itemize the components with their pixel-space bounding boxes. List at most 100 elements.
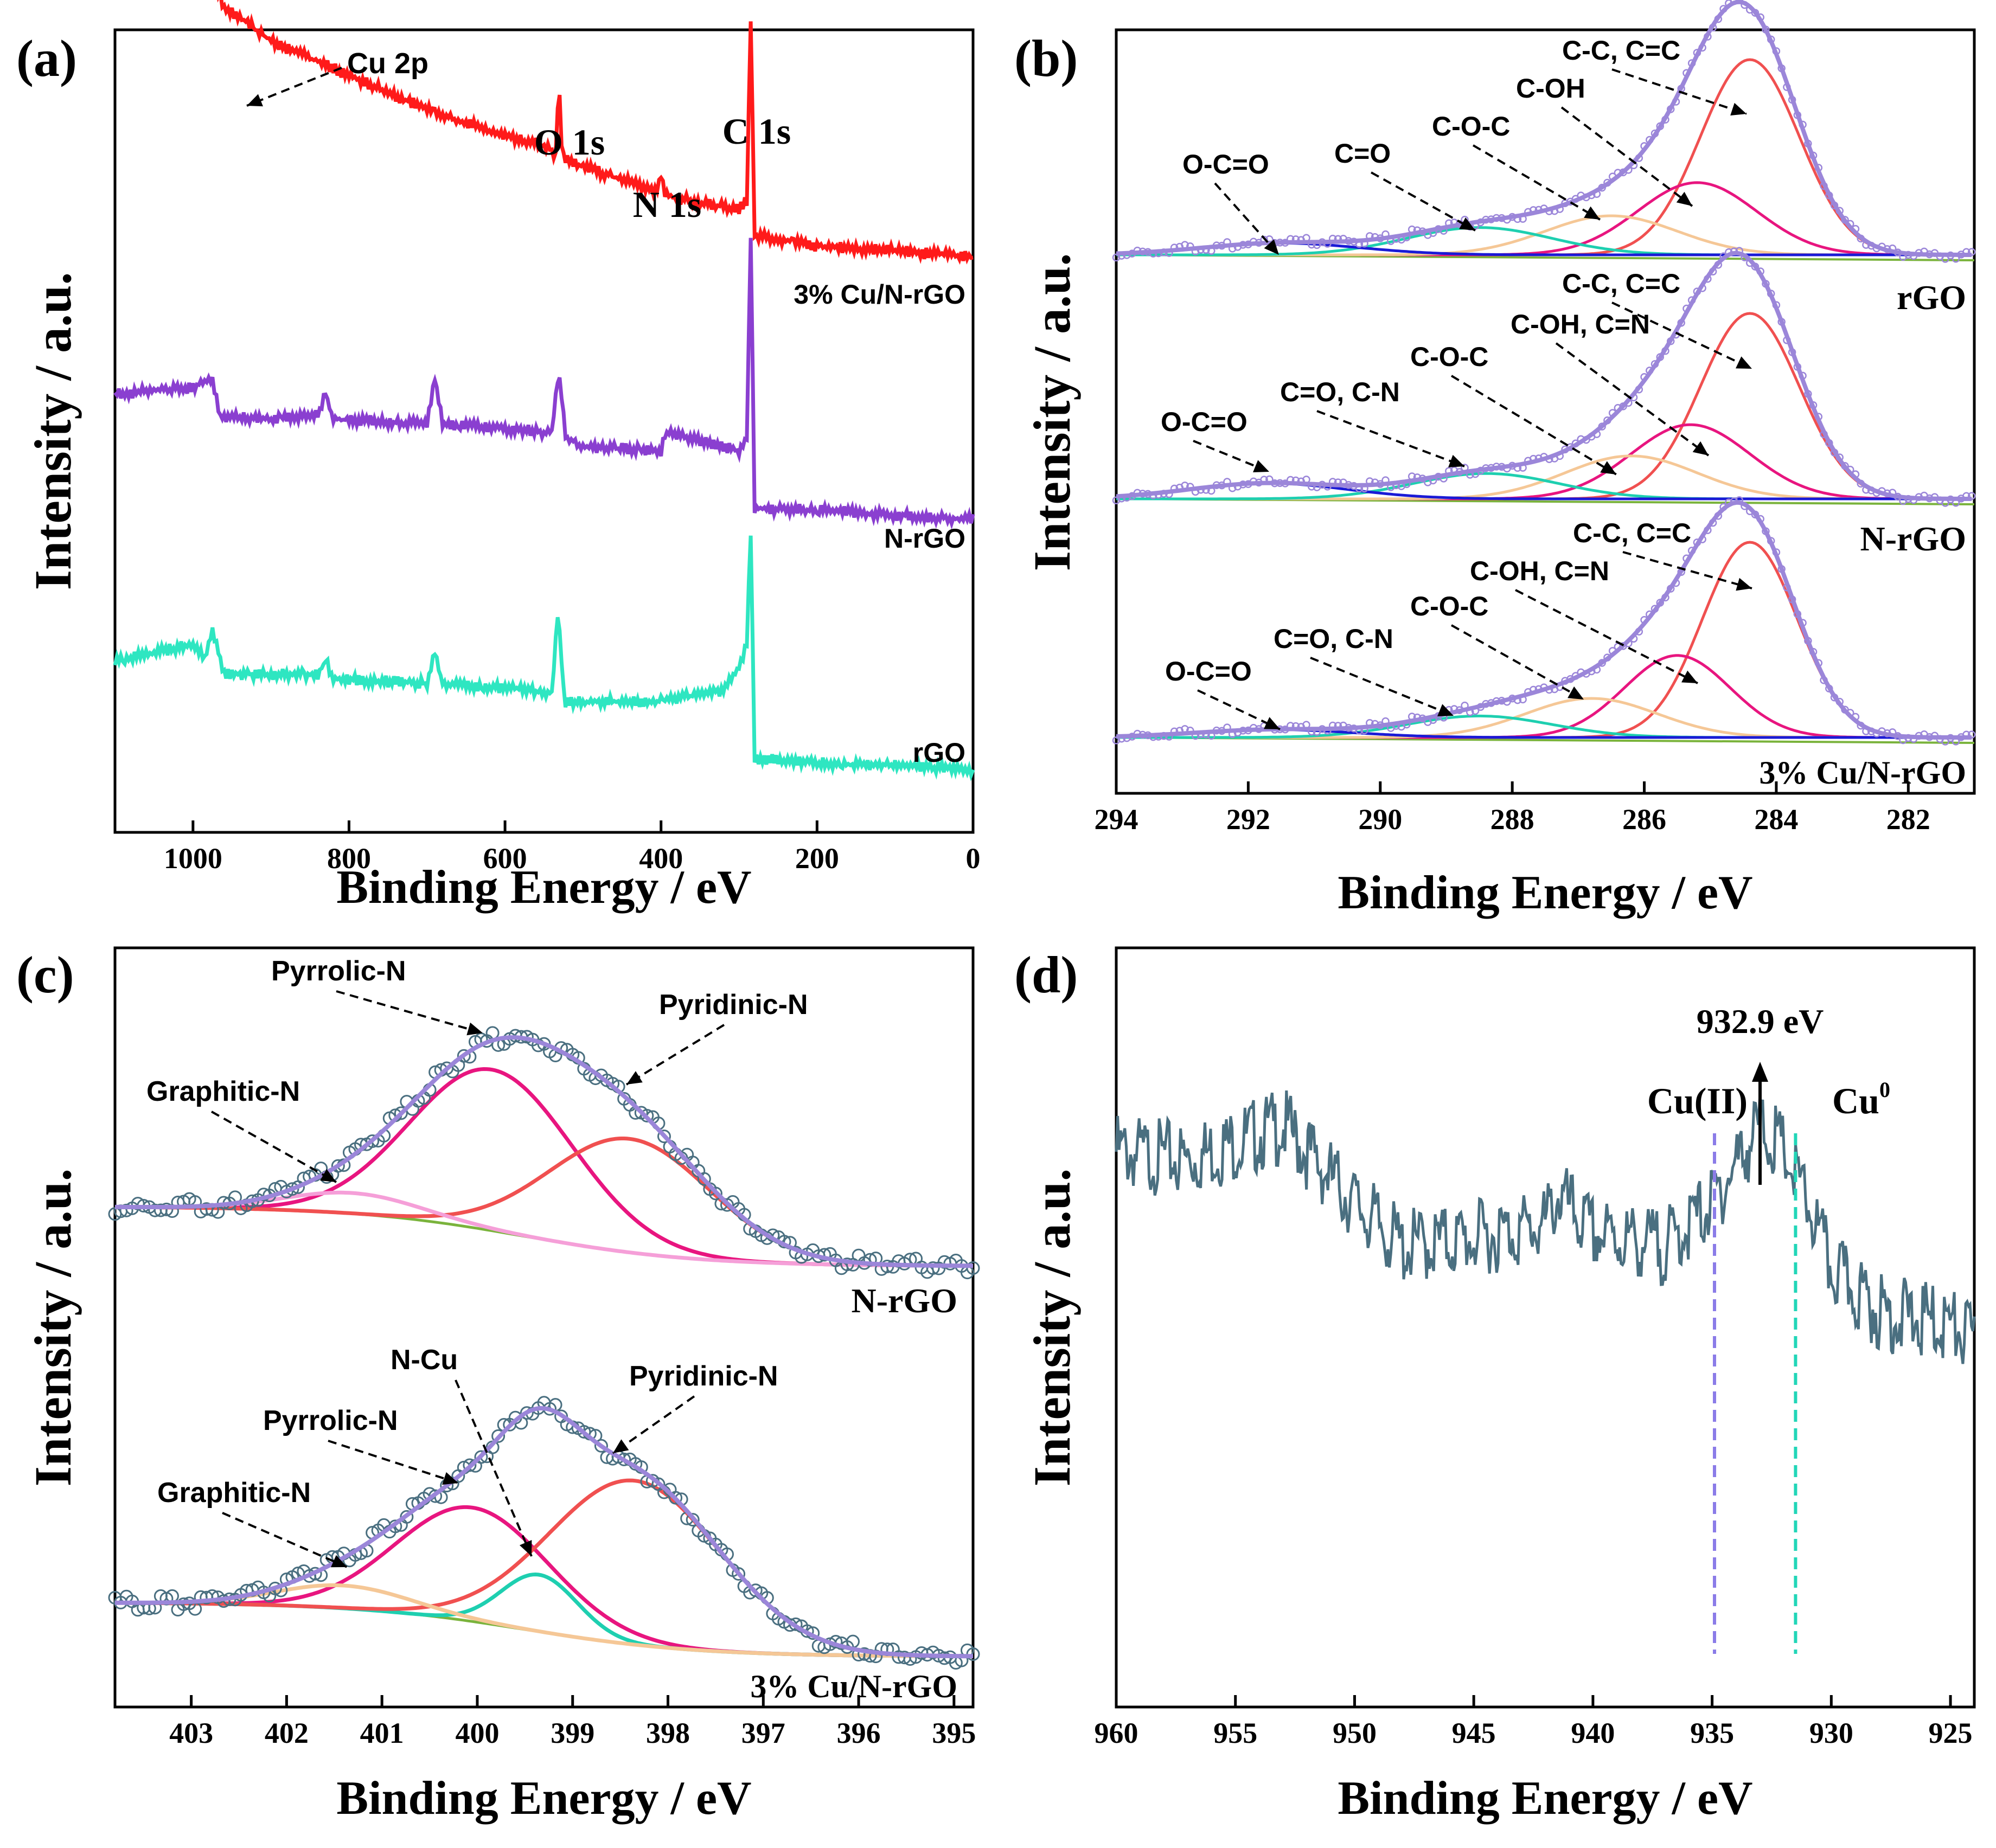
panel-b-arrow-0-4-head: [1264, 239, 1279, 255]
panel-c-arrow-1-3-head: [331, 1555, 347, 1568]
panel-d-peak-annotation: 932.9 eV: [1697, 1002, 1824, 1041]
panel-c-name-curgo: 3% Cu/N-rGO: [750, 1669, 957, 1704]
panel-b-arrow-1-0-line: [1611, 301, 1752, 370]
panel-d-ref-superscript: 0: [1879, 1077, 1890, 1102]
panel-d-letter: (d): [1014, 946, 1078, 1004]
panel-c-arrow-0-0: [336, 990, 483, 1036]
panel-c-marker: [474, 1450, 488, 1464]
panel-c-marker: [400, 1510, 414, 1524]
panel-b-arrow-2-1-head: [1681, 670, 1698, 683]
panel-c-label-0-0: Pyrrolic-N: [271, 955, 406, 987]
panel-c-arrow-1-2: [612, 1395, 695, 1454]
panel-b-name-nrgo: N-rGO: [1860, 519, 1967, 558]
panel-b-label-0-0: C-C, C=C: [1562, 35, 1680, 66]
panel-c-arrow-0-2-line: [211, 1111, 337, 1183]
panel-b-arrow-0-3-line: [1371, 171, 1476, 232]
panel-c-label-1-3: Graphitic-N: [157, 1477, 311, 1509]
panel-b-envelope-2: [1116, 500, 1972, 740]
panel-c-envelope-0: [115, 1035, 974, 1268]
panel-b-arrow-2-0-head: [1736, 578, 1752, 591]
panel-c-marker: [966, 1261, 980, 1275]
panel-a-legend-2: rGO: [913, 737, 965, 768]
panel-a-series-n-rgo: [113, 238, 975, 530]
panel-c-marker: [697, 1172, 711, 1186]
panel-b-xtick-label-6: 282: [1886, 803, 1930, 836]
panel-a-ylabel: Intensity / a.u.: [24, 272, 82, 591]
panel-c-marker: [457, 1049, 471, 1063]
panel-b-arrow-0-2: [1472, 144, 1601, 221]
panel-b-label-0-2: C-O-C: [1432, 111, 1510, 142]
panel-d-ref-label-0: Cu(II): [1647, 1080, 1748, 1121]
panel-c-xtick-label-6: 397: [741, 1717, 785, 1749]
panel-b-arrow-0-1-head: [1676, 191, 1692, 206]
panel-b-arrow-2-4: [1197, 689, 1281, 730]
panel-b-label-2-3: C=O, C-N: [1274, 624, 1393, 654]
panel-c-xlabel: Binding Energy / eV: [336, 1772, 751, 1825]
panel-d-xtick-label-7: 925: [1929, 1717, 1973, 1749]
panel-c-arrow-1-0: [328, 1440, 459, 1485]
panel-c-arrow-0-1-line: [625, 1024, 725, 1086]
panel-d-xtick-label-3: 945: [1452, 1717, 1496, 1749]
panel-a-xtick-label-1: 800: [327, 842, 371, 875]
panel-b-peak-1-0: [1116, 312, 1972, 501]
panel-a-ann-cu2p: Cu 2p: [347, 47, 428, 80]
panel-a-ann-c1s: C 1s: [722, 111, 791, 152]
panel-b-envelope-1: [1116, 251, 1972, 501]
panel-b-arrow-2-0: [1622, 551, 1752, 591]
panel-c-name-nrgo: N-rGO: [852, 1281, 958, 1320]
panel-d-spectrum: [1115, 1090, 1976, 1364]
panel-d-ylabel: Intensity / a.u.: [1023, 1169, 1081, 1487]
panel-c-letter: (c): [16, 946, 74, 1004]
panel-c-xtick-label-0: 403: [169, 1717, 213, 1749]
panel-a-cu2p-arrow-line: [246, 67, 342, 107]
panel-b-arrow-1-0: [1611, 301, 1752, 370]
panel-d-ref-label-1: Cu0: [1832, 1077, 1890, 1121]
panel-c-arrow-1-1-head: [519, 1540, 532, 1556]
panel-c-marker: [594, 1439, 608, 1453]
panel-a-legend-0: 3% Cu/N-rGO: [794, 279, 965, 310]
panel-b-arrow-1-3-head: [1448, 454, 1464, 467]
panel-c-envelope-1: [115, 1406, 973, 1659]
panel-b-xtick-label-3: 288: [1490, 803, 1534, 836]
panel-b-label-1-2: C-O-C: [1410, 342, 1488, 372]
panel-a-cu2p-arrow: [246, 67, 342, 107]
panel-b-arrow-1-0-head: [1736, 356, 1752, 369]
panel-b-arrow-2-0-line: [1622, 551, 1752, 589]
panel-c-xtick-label-4: 399: [551, 1717, 594, 1749]
panel-b-xtick-label-2: 290: [1358, 803, 1402, 836]
panel-c-marker: [491, 1429, 506, 1443]
panel-c-arrow-1-3-line: [222, 1512, 348, 1568]
panel-a-legend-1: N-rGO: [884, 523, 965, 554]
panel-b-arrow-0-4: [1214, 182, 1280, 256]
panel-b-arrow-2-3-head: [1437, 704, 1454, 717]
panel-a-xtick-label-2: 600: [483, 842, 527, 875]
panel-b-name-curgo: 3% Cu/N-rGO: [1759, 755, 1966, 791]
panel-b-label-1-4: O-C=O: [1161, 407, 1248, 437]
panel-b-arrow-0-1-line: [1560, 106, 1693, 207]
panel-d-xtick-label-0: 960: [1095, 1717, 1138, 1749]
panel-c-label-1-0: Pyrrolic-N: [263, 1405, 398, 1436]
panel-c-label-0-1: Pyridinic-N: [659, 989, 808, 1021]
panel-c-marker: [732, 1567, 746, 1581]
panel-b-arrow-0-3-head: [1459, 217, 1475, 230]
panel-a-series-3--cu-n-rgo: [217, 0, 974, 265]
panel-b-label-0-3: C=O: [1334, 138, 1391, 169]
panel-b-envelope-0: [1116, 0, 1972, 257]
panel-c-arrow-0-2: [211, 1111, 337, 1183]
panel-b-arrow-0-2-head: [1584, 206, 1600, 220]
panel-a-xlabel: Binding Energy / eV: [336, 861, 751, 914]
panel-c-arrow-0-0-head: [466, 1022, 483, 1036]
panel-c-peak-1-1: [115, 1572, 973, 1658]
panel-c-marker: [366, 1134, 380, 1148]
panel-a-xtick-label-5: 0: [966, 842, 981, 875]
panel-c-xtick-label-5: 398: [646, 1717, 690, 1749]
panel-c-marker: [159, 1202, 174, 1216]
panel-c-marker: [394, 1106, 408, 1120]
panel-c-marker: [331, 1159, 345, 1173]
panel-b-frame: [1115, 28, 1976, 795]
panel-c-marker: [119, 1203, 133, 1217]
panel-c-marker: [926, 1261, 940, 1275]
panel-b-arrow-1-3-line: [1316, 410, 1465, 467]
panel-c-ylabel: Intensity / a.u.: [24, 1169, 82, 1487]
panel-b-arrow-2-4-line: [1197, 689, 1281, 730]
